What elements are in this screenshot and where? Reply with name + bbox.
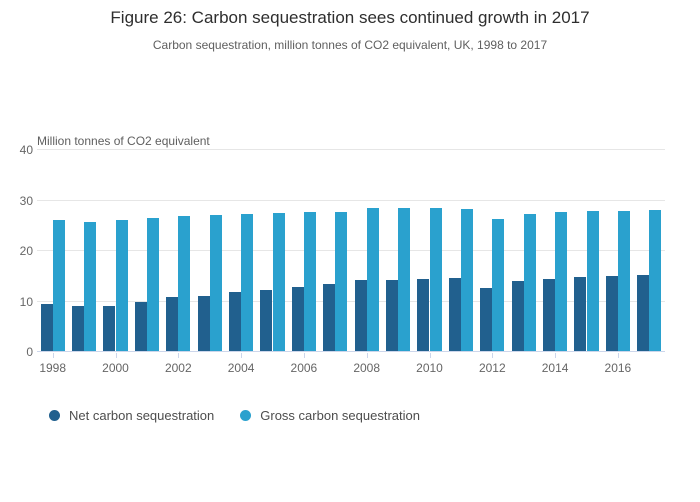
y-axis-title: Million tonnes of CO2 equivalent: [37, 134, 210, 148]
x-tick-label-1998: 1998: [39, 361, 67, 375]
bar-gross-2013[interactable]: [523, 213, 536, 351]
bar-net-2007[interactable]: [323, 283, 336, 351]
x-tick-2014: [555, 353, 557, 358]
legend: Net carbon sequestration Gross carbon seq…: [49, 408, 420, 423]
x-tick-label-2000: 2000: [102, 361, 129, 375]
bar-gross-2003[interactable]: [209, 214, 222, 351]
bar-gross-2005[interactable]: [272, 212, 285, 351]
bar-gross-2009[interactable]: [398, 207, 411, 351]
x-tick-2006: [303, 353, 305, 358]
bar-net-2004[interactable]: [228, 291, 242, 351]
x-tick-1998: [52, 353, 54, 358]
y-tick-label-0: 0: [26, 345, 33, 359]
x-tick-2012: [492, 353, 494, 358]
legend-swatch-icon: [49, 410, 60, 421]
bar-net-2008[interactable]: [354, 280, 367, 351]
bar-net-2014[interactable]: [542, 279, 556, 351]
bar-gross-2015[interactable]: [586, 211, 599, 351]
x-tick-2008: [366, 353, 368, 358]
bar-gross-2017[interactable]: [649, 210, 662, 351]
chart-title: Figure 26: Carbon sequestration sees con…: [110, 8, 590, 27]
bar-net-2013[interactable]: [511, 280, 524, 351]
x-tick-label-2006: 2006: [290, 361, 318, 375]
x-tick-2004: [241, 353, 243, 358]
bar-gross-2007[interactable]: [335, 211, 348, 351]
bar-net-2012[interactable]: [480, 287, 493, 351]
bar-net-1998[interactable]: [40, 303, 53, 351]
legend-swatch-icon: [240, 410, 252, 421]
bar-gross-2001[interactable]: [146, 218, 160, 351]
x-tick-label-2004: 2004: [227, 361, 255, 375]
x-tick-label-2008: 2008: [353, 361, 381, 375]
bar-gross-2012[interactable]: [492, 219, 505, 351]
y-tick-label-10: 10: [19, 294, 33, 309]
x-tick-label-2010: 2010: [416, 361, 443, 375]
bar-gross-2008[interactable]: [366, 207, 379, 351]
x-tick-2000: [115, 353, 117, 358]
bar-gross-2010[interactable]: [429, 207, 442, 351]
bar-gross-2004[interactable]: [241, 214, 254, 351]
bar-gross-1998[interactable]: [52, 220, 65, 351]
legend-item-gross-carbon-sequestration[interactable]: Gross carbon sequestration: [240, 408, 420, 423]
y-tick-label-20: 20: [19, 244, 33, 258]
bar-gross-2000[interactable]: [115, 220, 128, 351]
y-tick-label-30: 30: [19, 193, 33, 208]
bar-net-2015[interactable]: [574, 277, 587, 351]
bar-net-2005[interactable]: [260, 289, 273, 351]
y-tick-label-40: 40: [19, 143, 33, 157]
bar-gross-2016[interactable]: [617, 210, 631, 351]
bar-net-2002[interactable]: [166, 297, 179, 351]
bar-gross-2002[interactable]: [178, 216, 191, 351]
bar-net-2017[interactable]: [637, 274, 650, 351]
bar-net-2006[interactable]: [291, 286, 304, 351]
bar-net-2009[interactable]: [385, 280, 399, 351]
bar-gross-2006[interactable]: [303, 211, 317, 351]
bar-net-1999[interactable]: [71, 306, 85, 351]
x-tick-label-2012: 2012: [478, 361, 506, 375]
bar-gross-2014[interactable]: [555, 211, 568, 351]
x-tick-label-2014: 2014: [541, 361, 569, 375]
gridline-y20: [37, 250, 665, 251]
legend-label: Gross carbon sequestration: [260, 408, 420, 423]
bar-net-2011[interactable]: [448, 277, 461, 351]
legend-item-net-carbon-sequestration[interactable]: Net carbon sequestration: [49, 408, 214, 423]
plot-area: [37, 149, 665, 352]
gridline-y30: [37, 199, 665, 201]
bar-net-2000[interactable]: [103, 306, 116, 351]
x-tick-2010: [429, 353, 431, 358]
x-tick-2002: [178, 353, 180, 358]
bar-net-2010[interactable]: [417, 279, 430, 351]
bar-gross-2011[interactable]: [460, 208, 474, 351]
bar-net-2001[interactable]: [134, 302, 147, 351]
bar-gross-1999[interactable]: [84, 222, 97, 351]
chart-subtitle: Carbon sequestration, million tonnes of …: [152, 38, 548, 52]
x-tick-2016: [617, 353, 619, 358]
x-tick-label-2016: 2016: [604, 361, 632, 375]
bar-net-2016[interactable]: [605, 275, 618, 351]
gridline-y40: [37, 149, 665, 150]
x-tick-label-2002: 2002: [164, 361, 192, 375]
gridline-y10: [37, 300, 665, 302]
bar-net-2003[interactable]: [197, 296, 210, 351]
legend-label: Net carbon sequestration: [69, 408, 215, 423]
